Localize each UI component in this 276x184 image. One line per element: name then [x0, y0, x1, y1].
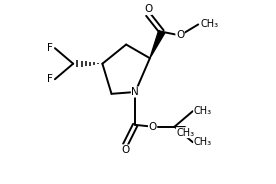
Text: O: O — [121, 145, 129, 155]
Text: F: F — [47, 74, 53, 84]
Text: CH₃: CH₃ — [200, 20, 218, 29]
Text: CH₃: CH₃ — [194, 137, 212, 147]
Polygon shape — [150, 30, 165, 58]
Text: F: F — [47, 43, 53, 53]
Text: O: O — [144, 4, 152, 14]
Text: CH₃: CH₃ — [176, 128, 195, 138]
Text: CH₃: CH₃ — [194, 106, 212, 116]
Text: N: N — [131, 87, 139, 97]
Text: O: O — [148, 122, 157, 132]
Text: O: O — [176, 30, 184, 40]
